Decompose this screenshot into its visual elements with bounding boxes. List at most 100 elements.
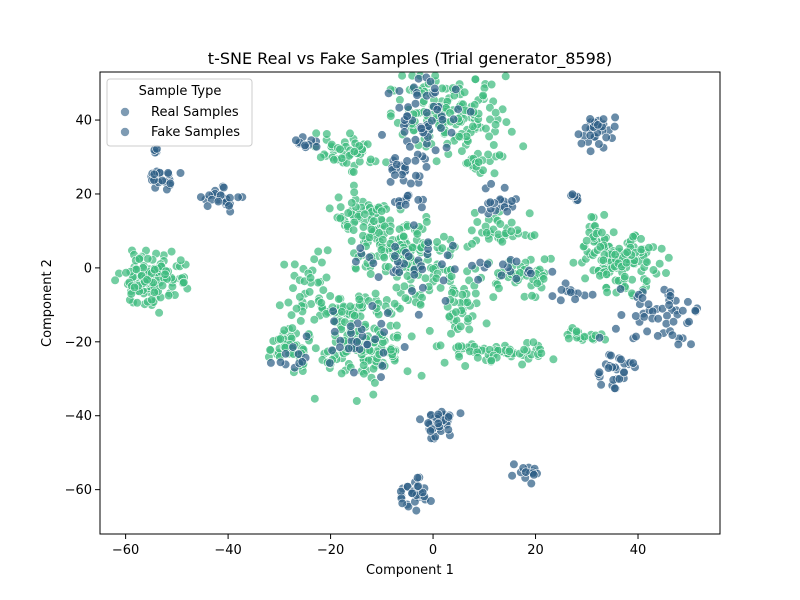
real-sample-point <box>686 339 696 349</box>
real-sample-point <box>486 179 496 189</box>
fake-sample-point <box>628 232 638 242</box>
fake-sample-point <box>484 131 494 141</box>
fake-sample-point <box>446 329 456 339</box>
real-sample-point <box>576 138 587 149</box>
fake-sample-point <box>491 108 501 118</box>
real-sample-point <box>437 115 448 125</box>
real-sample-point <box>409 270 419 280</box>
real-sample-point <box>483 259 493 269</box>
real-sample-point <box>665 291 675 301</box>
x-tick-label: −20 <box>317 543 344 558</box>
fake-sample-point <box>648 265 659 275</box>
real-sample-point <box>441 296 451 306</box>
fake-sample-point <box>290 259 300 270</box>
real-sample-point <box>414 74 424 84</box>
fake-sample-point <box>347 198 357 208</box>
fake-sample-point <box>548 354 559 364</box>
real-sample-point <box>642 326 652 337</box>
fake-sample-point <box>485 103 495 113</box>
fake-sample-point <box>471 288 481 299</box>
fake-sample-point <box>323 245 333 255</box>
real-sample-point <box>678 306 688 316</box>
fake-sample-point <box>317 257 327 268</box>
real-sample-point <box>165 178 175 188</box>
fake-sample-point <box>657 244 667 254</box>
real-sample-point <box>402 111 412 121</box>
x-tick-label: 40 <box>630 543 647 558</box>
fake-sample-point <box>473 353 483 363</box>
fake-sample-point <box>483 149 493 160</box>
fake-sample-point <box>425 326 435 336</box>
real-sample-point <box>606 350 616 361</box>
fake-sample-point <box>416 300 426 310</box>
fake-sample-point <box>489 140 499 150</box>
real-sample-point <box>570 294 580 304</box>
fake-sample-point <box>474 157 484 167</box>
real-sample-point <box>409 220 419 230</box>
fake-sample-point <box>377 206 387 216</box>
real-sample-point <box>346 321 356 331</box>
fake-sample-point <box>349 225 359 235</box>
real-sample-point <box>302 331 312 341</box>
real-sample-point <box>443 425 453 435</box>
real-sample-point <box>610 383 620 393</box>
scatter-points <box>110 71 702 516</box>
fake-sample-point <box>142 275 152 285</box>
fake-sample-point <box>370 378 380 388</box>
fake-sample-point <box>644 243 654 253</box>
real-sample-point <box>403 191 413 201</box>
fake-sample-point <box>655 259 665 269</box>
fake-sample-point <box>601 269 612 279</box>
legend-label-fake: Fake Samples <box>151 125 240 140</box>
real-sample-point <box>266 358 276 368</box>
real-sample-point <box>370 334 380 344</box>
fake-sample-point <box>482 228 492 238</box>
fake-sample-point <box>366 154 376 165</box>
fake-sample-point <box>504 346 514 356</box>
fake-sample-point <box>536 348 546 358</box>
fake-sample-point <box>359 369 369 379</box>
fake-sample-point <box>369 216 379 226</box>
fake-sample-point <box>385 226 395 236</box>
fake-sample-point <box>470 74 481 84</box>
fake-sample-point <box>661 268 671 278</box>
real-sample-point <box>547 267 557 277</box>
real-sample-point <box>560 278 571 289</box>
real-sample-point <box>473 275 483 285</box>
real-sample-point <box>431 145 441 155</box>
real-sample-point <box>407 488 417 498</box>
real-sample-point <box>673 339 683 350</box>
fake-sample-point <box>309 315 319 325</box>
fake-sample-point <box>309 254 319 264</box>
fake-sample-point <box>360 209 370 219</box>
fake-sample-point <box>154 308 164 318</box>
fake-sample-point <box>463 314 473 324</box>
fake-sample-point <box>610 250 620 260</box>
fake-sample-point <box>432 237 442 247</box>
legend-label-real: Real Samples <box>151 105 239 120</box>
real-sample-point <box>619 367 629 378</box>
fake-sample-point <box>491 120 501 130</box>
real-sample-point <box>406 178 416 189</box>
real-sample-point <box>417 202 427 212</box>
fake-sample-point <box>402 366 413 376</box>
fake-sample-point <box>365 232 375 243</box>
real-sample-point <box>213 196 223 207</box>
fake-sample-point <box>295 292 305 302</box>
fake-sample-point <box>495 219 505 229</box>
fake-sample-point <box>335 213 345 223</box>
fake-sample-point <box>160 269 170 279</box>
real-sample-point <box>485 197 495 207</box>
fake-sample-point <box>176 255 186 265</box>
fake-sample-point <box>397 71 407 81</box>
real-sample-point <box>616 354 626 365</box>
fake-sample-point <box>440 358 450 368</box>
fake-sample-point <box>157 281 168 291</box>
fake-sample-point <box>287 323 297 333</box>
real-sample-point <box>300 140 310 150</box>
fake-sample-point <box>316 298 326 308</box>
fake-sample-point <box>265 345 275 355</box>
fake-sample-point <box>478 90 488 101</box>
fake-sample-point <box>464 324 474 335</box>
fake-sample-point <box>296 316 306 326</box>
